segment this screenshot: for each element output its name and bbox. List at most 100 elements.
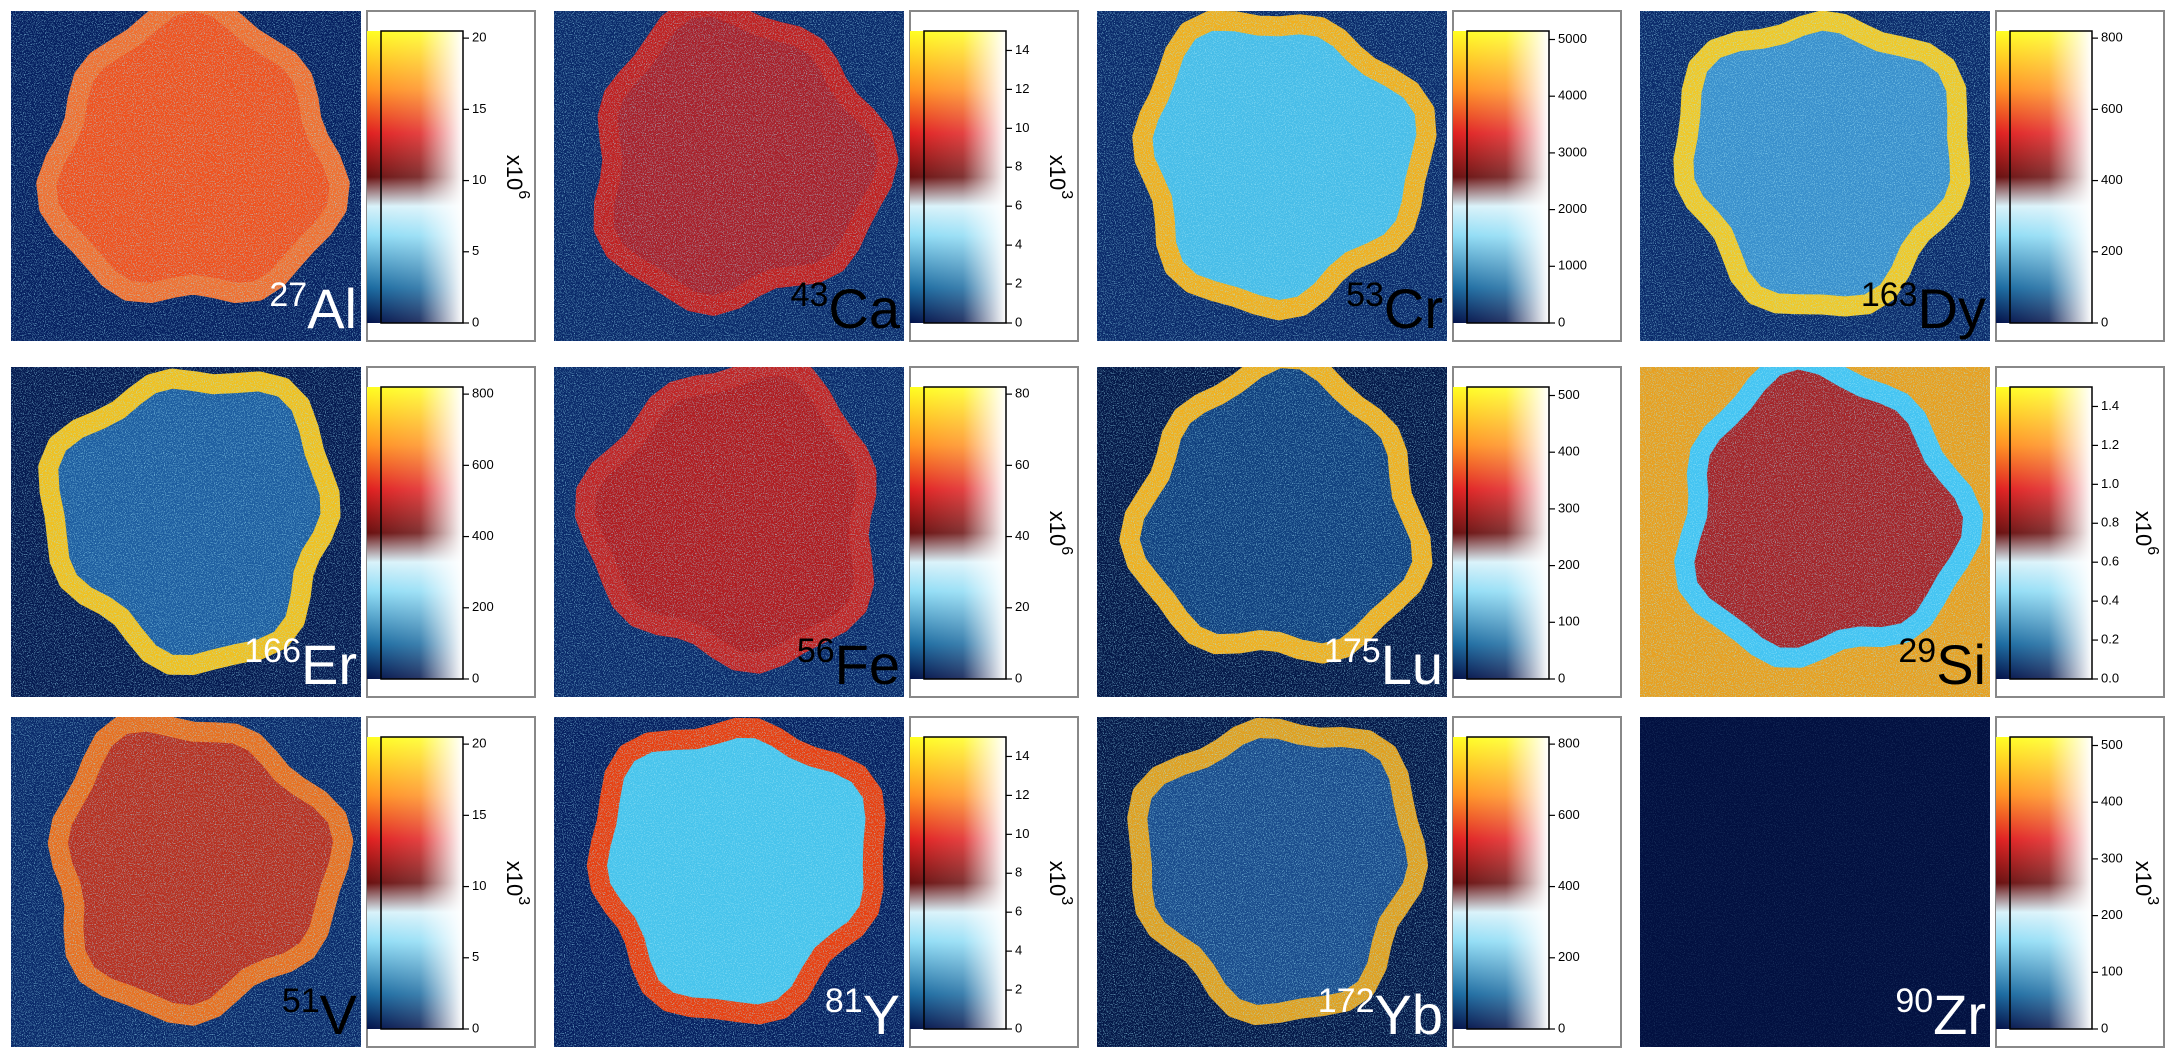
element-symbol: Lu	[1381, 633, 1443, 696]
colorbar-tick-label: 500	[1558, 387, 1580, 402]
colorbar-tick-label: 40	[1015, 528, 1029, 543]
colorbar-tick-label: 0.4	[2101, 593, 2119, 608]
multiplier-exponent: 3	[1058, 190, 1075, 199]
element-symbol: Fe	[835, 633, 900, 696]
colorbar-tick-label: 20	[472, 30, 486, 45]
colorbar-tick-label: 300	[1558, 500, 1580, 515]
colorbar-tick-label: 800	[1558, 736, 1580, 751]
colorbar-tick-label: 400	[1558, 444, 1580, 459]
colorbar-tick-label: 0.6	[2101, 554, 2119, 569]
colorbar-tick-label: 400	[2101, 794, 2123, 809]
colorbar-tick-label: 0	[2101, 314, 2108, 329]
colorbar-tick-label: 3000	[1558, 144, 1587, 159]
mass-number: 56	[797, 632, 835, 670]
colorbar-tick-label: 14	[1015, 42, 1029, 57]
element-symbol: Dy	[1918, 277, 1986, 340]
colorbar-tick-label: 0	[1015, 1020, 1022, 1035]
colorbar-tick-label: 0	[2101, 1020, 2108, 1035]
colorbar-tick-label: 0	[472, 670, 479, 685]
colorbar-tick-label: 2	[1015, 276, 1022, 291]
colorbar-tick-label: 600	[2101, 101, 2123, 116]
element-symbol: Al	[307, 277, 357, 340]
colorbar-tick-label: 200	[1558, 949, 1580, 964]
multiplier-base: x10	[2131, 861, 2156, 896]
element-symbol: Cr	[1384, 277, 1443, 340]
colorbar-tick-label: 500	[2101, 737, 2123, 752]
element-symbol: Si	[1936, 633, 1986, 696]
page: 27Al05101520x10643Ca02468101214x10353Cr0…	[0, 0, 2172, 1050]
panel: 175Lu0100200300400500	[1097, 358, 1621, 697]
colorbar-tick-label: 0	[1558, 670, 1565, 685]
mass-number: 90	[1895, 982, 1933, 1020]
colorbar-tick-label: 0.0	[2101, 670, 2119, 685]
colorbar-tick-label: 4000	[1558, 88, 1587, 103]
colorbar-tick-label: 60	[1015, 457, 1029, 472]
multiplier-base: x10	[502, 155, 527, 190]
colorbar-tick-label: 0.8	[2101, 515, 2119, 530]
panel: 90Zr 0 100 200 300 400 500 x103	[1640, 717, 2164, 1047]
colorbar-tick-label: 15	[472, 807, 486, 822]
mass-number: 166	[244, 632, 301, 670]
colorbar-tick-label: 0.2	[2101, 632, 2119, 647]
colorbar-tick-label: 400	[2101, 172, 2123, 187]
colorbar-tick-label: 10	[1015, 826, 1029, 841]
element-symbol: Ca	[828, 277, 900, 340]
mass-number: 163	[1861, 276, 1918, 314]
colorbar-tick-label: 8	[1015, 159, 1022, 174]
mass-number: 51	[282, 982, 320, 1020]
colorbar-tick-label: 10	[472, 878, 486, 893]
multiplier-exponent: 6	[515, 190, 532, 199]
mass-number: 43	[791, 276, 829, 314]
mass-number: 29	[1898, 632, 1936, 670]
multiplier-base: x10	[502, 861, 527, 896]
element-symbol: Y	[863, 983, 900, 1046]
colorbar-tick-label: 100	[1558, 614, 1580, 629]
colorbar-tick-label: 5	[472, 949, 479, 964]
colorbar-tick-label: 15	[472, 101, 486, 116]
colorbar-tick-label: 1.2	[2101, 437, 2119, 452]
colorbar-tick-label: 6	[1015, 198, 1022, 213]
colorbar-tick-label: 0	[472, 1020, 479, 1035]
panel: 53Cr010002000300040005000	[1097, 11, 1621, 341]
element-symbol: V	[320, 983, 358, 1046]
colorbar-tick-label: 200	[2101, 243, 2123, 258]
multiplier-exponent: 3	[1058, 896, 1075, 905]
element-symbol: Zr	[1933, 983, 1986, 1046]
colorbar-tick-label: 400	[1558, 878, 1580, 893]
colorbar-tick-label: 8	[1015, 865, 1022, 880]
multiplier-exponent: 6	[2144, 546, 2161, 555]
colorbar-tick-label: 14	[1015, 748, 1029, 763]
multiplier-exponent: 3	[515, 896, 532, 905]
colorbar-tick-label: 100	[2101, 964, 2123, 979]
colorbar-tick-label: 300	[2101, 850, 2123, 865]
colorbar-tick-label: 10	[1015, 120, 1029, 135]
figure: 27Al05101520x10643Ca02468101214x10353Cr0…	[0, 0, 2172, 1050]
panel: 29Si0.00.20.40.60.81.01.21.4x106	[1640, 359, 2164, 697]
multiplier-base: x10	[1045, 155, 1070, 190]
colorbar-tick-label: 200	[2101, 907, 2123, 922]
colorbar-tick-label: 5	[472, 243, 479, 258]
mass-number: 27	[269, 276, 307, 314]
element-symbol: Er	[301, 633, 357, 696]
colorbar-tick-label: 12	[1015, 787, 1029, 802]
colorbar-tick-label: 200	[472, 599, 494, 614]
colorbar-tick-label: 2	[1015, 982, 1022, 997]
multiplier-exponent: 3	[2144, 896, 2161, 905]
colorbar-tick-label: 4	[1015, 237, 1022, 252]
colorbar-tick-label: 800	[2101, 30, 2123, 45]
colorbar-tick-label: 1.4	[2101, 398, 2119, 413]
colorbar-tick-label: 6	[1015, 904, 1022, 919]
colorbar-tick-label: 0	[1015, 670, 1022, 685]
colorbar-tick-label: 2000	[1558, 201, 1587, 216]
mass-number: 172	[1318, 982, 1375, 1020]
multiplier-base: x10	[2131, 511, 2156, 546]
colorbar-tick-label: 5000	[1558, 31, 1587, 46]
panel: 163Dy 0 200 400 600 800	[1640, 11, 2164, 341]
colorbar-tick-label: 600	[1558, 807, 1580, 822]
